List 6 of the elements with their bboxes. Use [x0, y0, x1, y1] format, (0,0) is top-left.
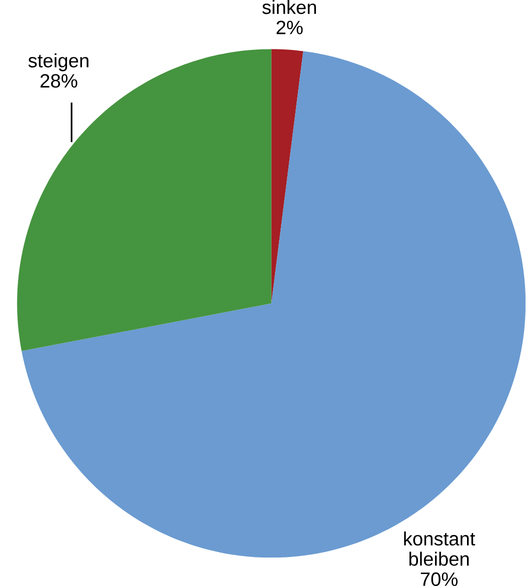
- slice-label: sinken: [262, 0, 316, 14]
- slice-label: konstant bleiben: [404, 531, 476, 566]
- data-label: 28%: [40, 74, 78, 88]
- slice-label: steigen: [28, 53, 89, 72]
- data-label: 70%: [421, 572, 458, 586]
- data-label: 2%: [276, 20, 303, 34]
